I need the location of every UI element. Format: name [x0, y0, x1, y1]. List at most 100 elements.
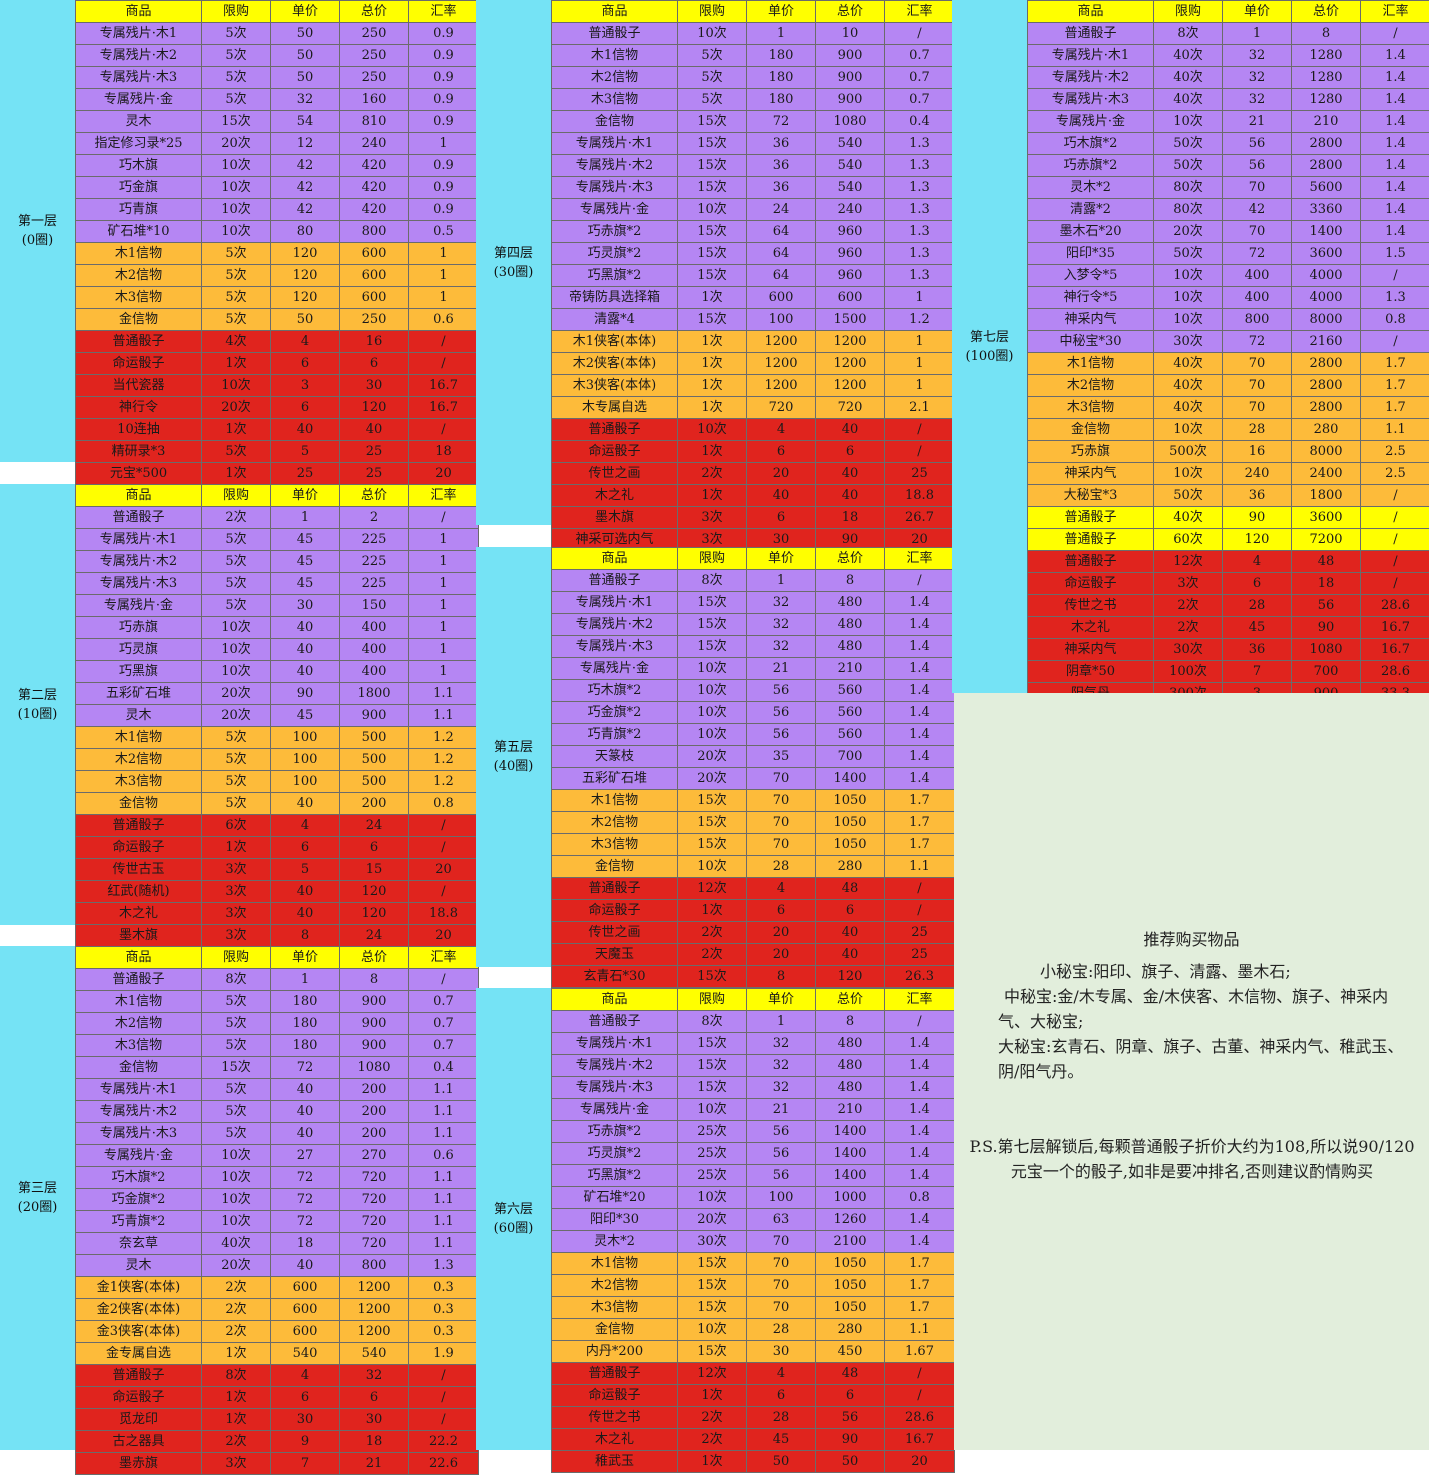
total-price: 2100 — [816, 1231, 885, 1253]
item-name: 专属残片·木3 — [76, 1123, 202, 1145]
item-name: 金信物 — [76, 309, 202, 331]
exchange-rate: 1.7 — [885, 812, 955, 834]
exchange-rate: 1 — [409, 551, 479, 573]
total-price: 1800 — [340, 683, 409, 705]
purchase-limit: 10次 — [678, 199, 747, 221]
unit-price: 36 — [1223, 639, 1292, 661]
total-price: 480 — [816, 1055, 885, 1077]
unit-price: 180 — [747, 89, 816, 111]
exchange-rate: 1.4 — [885, 768, 955, 790]
purchase-limit: 1次 — [678, 353, 747, 375]
unit-price: 28 — [747, 1407, 816, 1429]
item-name: 灵木*2 — [552, 1231, 678, 1253]
purchase-limit: 5次 — [202, 793, 271, 815]
exchange-rate: 16.7 — [409, 375, 479, 397]
purchase-limit: 5次 — [202, 45, 271, 67]
item-name: 中秘宝*30 — [1028, 331, 1154, 353]
total-price: 420 — [340, 155, 409, 177]
exchange-rate: 1 — [409, 573, 479, 595]
unit-price: 56 — [747, 1121, 816, 1143]
total-price: 700 — [816, 746, 885, 768]
exchange-rate: 1.1 — [1361, 419, 1429, 441]
purchase-limit: 15次 — [678, 812, 747, 834]
item-name: 灵木 — [76, 705, 202, 727]
purchase-limit: 2次 — [1154, 595, 1223, 617]
purchase-limit: 2次 — [202, 1321, 271, 1343]
total-price: 30 — [340, 1409, 409, 1431]
exchange-rate: 1.4 — [885, 724, 955, 746]
total-price: 1050 — [816, 1275, 885, 1297]
exchange-rate: 1.7 — [1361, 353, 1429, 375]
exchange-rate: 22.6 — [409, 1453, 479, 1475]
purchase-limit: 10次 — [678, 23, 747, 45]
unit-price: 36 — [747, 177, 816, 199]
unit-price: 40 — [271, 617, 340, 639]
item-name: 专属残片·木1 — [552, 592, 678, 614]
item-name: 巧赤旗 — [76, 617, 202, 639]
unit-price: 42 — [271, 155, 340, 177]
total-price: 2800 — [1292, 375, 1361, 397]
layer-label: 第五层 (40圈) — [476, 547, 551, 967]
unit-price: 80 — [271, 221, 340, 243]
purchase-limit: 1次 — [202, 837, 271, 859]
total-price: 32 — [340, 1365, 409, 1387]
purchase-limit: 20次 — [202, 705, 271, 727]
unit-price: 56 — [747, 680, 816, 702]
total-price: 4000 — [1292, 287, 1361, 309]
purchase-limit: 30次 — [1154, 331, 1223, 353]
item-name: 墨木旗 — [552, 507, 678, 529]
exchange-rate: 1.1 — [409, 1233, 479, 1255]
item-name: 巧金旗 — [76, 177, 202, 199]
item-name: 墨赤旗 — [76, 1453, 202, 1475]
exchange-rate: 1.4 — [885, 680, 955, 702]
exchange-rate: 1.7 — [885, 1297, 955, 1319]
purchase-limit: 20次 — [202, 683, 271, 705]
item-name: 金信物 — [552, 111, 678, 133]
item-name: 传世之画 — [552, 922, 678, 944]
purchase-limit: 15次 — [678, 1055, 747, 1077]
item-name: 天魔玉 — [552, 944, 678, 966]
total-price: 240 — [816, 199, 885, 221]
purchase-limit: 10次 — [678, 856, 747, 878]
unit-price: 40 — [271, 639, 340, 661]
item-name: 专属残片·金 — [76, 1145, 202, 1167]
purchase-limit: 15次 — [678, 614, 747, 636]
total-price: 720 — [340, 1167, 409, 1189]
column-header: 汇率 — [409, 1, 479, 23]
total-price: 160 — [340, 89, 409, 111]
exchange-rate: 1.4 — [885, 1121, 955, 1143]
total-price: 6 — [816, 900, 885, 922]
column-header: 总价 — [816, 1, 885, 23]
item-name: 普通骰子 — [1028, 551, 1154, 573]
exchange-rate: 0.3 — [409, 1277, 479, 1299]
unit-price: 5 — [271, 859, 340, 881]
purchase-limit: 10次 — [202, 617, 271, 639]
exchange-rate: 2.5 — [1361, 441, 1429, 463]
purchase-limit: 10次 — [202, 1189, 271, 1211]
item-name: 木1信物 — [552, 790, 678, 812]
purchase-limit: 5次 — [202, 991, 271, 1013]
purchase-limit: 3次 — [202, 925, 271, 947]
total-price: 16 — [340, 331, 409, 353]
